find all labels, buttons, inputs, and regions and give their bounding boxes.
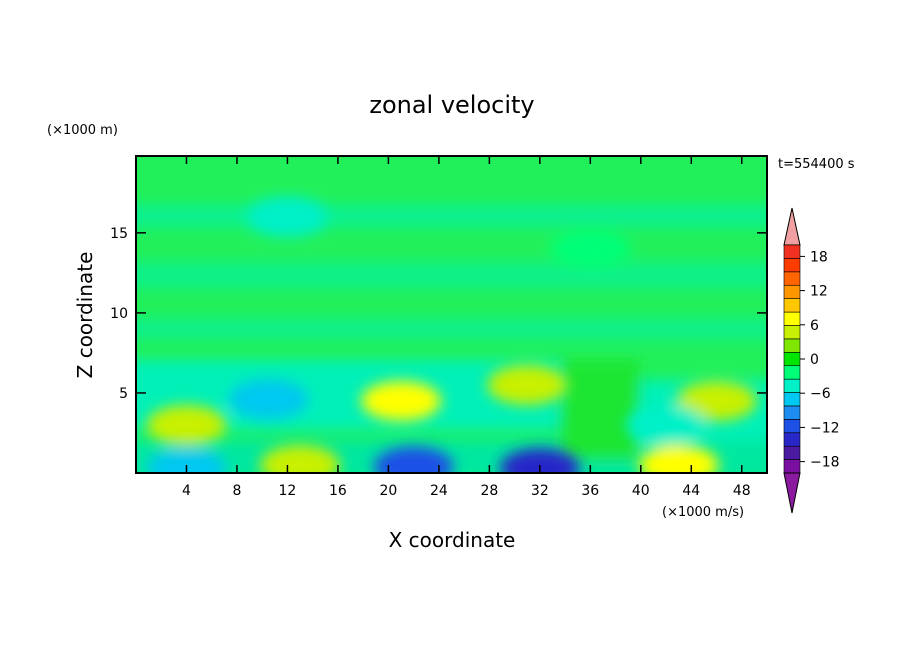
x-tick-label: 12 [279, 483, 297, 499]
field-feature-cool-8 [499, 448, 580, 473]
field-feature-warm-1 [260, 445, 341, 473]
colorbar-label: 18 [810, 249, 828, 265]
colorbar-label: 0 [810, 352, 819, 368]
field-feature-cool-9 [146, 448, 227, 473]
plot-area [135, 155, 768, 474]
colorbar-label: −12 [810, 420, 840, 436]
x-tick-label: 36 [581, 483, 599, 499]
colorbar-cell [783, 258, 801, 273]
field-feature-cool-12 [550, 228, 631, 269]
field-feature-warm-5 [676, 380, 757, 421]
y-unit-label: (×1000 m) [47, 123, 118, 138]
colorbar-cell [783, 378, 801, 393]
colorbar-cell [783, 419, 801, 434]
plot-frame [135, 155, 768, 474]
field-feature-cool-7 [373, 446, 454, 473]
colorbar: 18 12 6 0 −6 −12 −18 [783, 207, 840, 514]
colorbar-cell [783, 298, 801, 313]
colorbar-label: 12 [810, 284, 828, 300]
x-tick-label: 32 [531, 483, 549, 499]
x-tick-label: 48 [733, 483, 751, 499]
colorbar-label: −18 [810, 455, 840, 471]
colorbar-cell [783, 392, 801, 407]
chart-title: zonal velocity [369, 91, 534, 119]
band-mid [136, 318, 767, 340]
colorbar-cell [783, 325, 801, 340]
field-feature-warm-4 [638, 445, 719, 473]
x-tick-label: 8 [232, 483, 241, 499]
x-tick-label: 28 [480, 483, 498, 499]
time-label: t=554400 s [778, 157, 855, 172]
field-feature-warm-3 [487, 364, 568, 405]
band-upper [136, 205, 767, 227]
y-tick-label: 15 [110, 226, 128, 242]
field-feature-cool-10 [626, 404, 707, 445]
band-mid-upper [136, 262, 767, 288]
colorbar-cell [783, 338, 801, 353]
x-tick-label: 44 [682, 483, 700, 499]
x-tick-label: 4 [182, 483, 191, 499]
colorbar-label: −6 [810, 386, 831, 402]
velocity-field [136, 196, 767, 473]
x-tick-label: 16 [329, 483, 347, 499]
x-axis-ticks: 4 8 12 16 20 24 28 32 36 40 44 48 [182, 156, 751, 499]
y-tick-label: 5 [119, 386, 128, 402]
x-tick-label: 40 [632, 483, 650, 499]
x-tick-label: 24 [430, 483, 448, 499]
band-green-mid [560, 360, 640, 460]
colorbar-cell [783, 244, 801, 259]
y-axis-ticks: 5 10 15 [110, 226, 767, 402]
colorbar-cell [783, 284, 801, 299]
field-feature-warm-2 [361, 380, 442, 421]
y-axis-title: Z coordinate [73, 252, 97, 379]
colorbar-cell [783, 459, 801, 474]
colorbar-cell [783, 351, 801, 367]
field-feature-cool-11 [247, 196, 328, 237]
colorbar-label: 6 [810, 318, 819, 334]
x-tick-label: 20 [379, 483, 397, 499]
field-feature-warm-0 [146, 404, 227, 445]
y-tick-label: 10 [110, 306, 128, 322]
colorbar-cell [783, 432, 801, 447]
x-unit-label: (×1000 m/s) [662, 505, 744, 520]
colorbar-under-arrow [783, 472, 801, 514]
colorbar-cell [783, 445, 801, 460]
colorbar-cell [783, 365, 801, 380]
colorbar-cell [783, 405, 801, 420]
colorbar-over-arrow [783, 207, 801, 246]
colorbar-cell [783, 311, 801, 326]
x-axis-title: X coordinate [389, 528, 516, 552]
field-feature-cool-6 [228, 379, 309, 420]
colorbar-cell [783, 271, 801, 286]
